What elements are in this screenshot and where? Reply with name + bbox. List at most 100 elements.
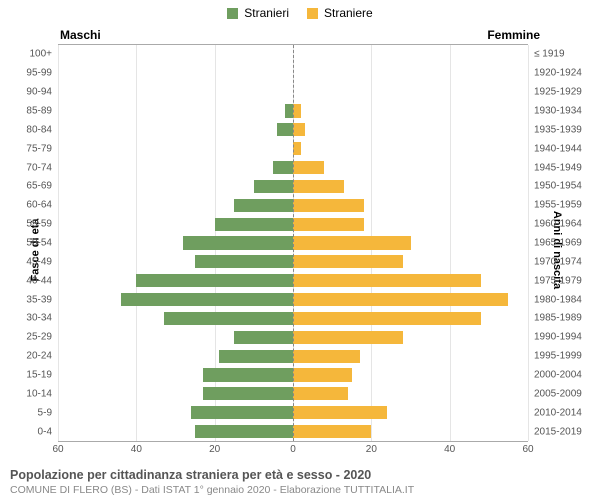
plot-area: 100+≤ 191995-991920-192490-941925-192985… (58, 44, 528, 442)
birth-year-label: 1965-1969 (534, 238, 582, 249)
male-half (58, 271, 293, 290)
male-half (58, 328, 293, 347)
male-half (58, 83, 293, 102)
birth-year-label: 1945-1949 (534, 162, 582, 173)
birth-year-label: 1930-1934 (534, 106, 582, 117)
birth-year-label: 1925-1929 (534, 87, 582, 98)
bar-male (285, 104, 293, 117)
header-female: Femmine (487, 28, 540, 42)
bar-male (183, 236, 293, 249)
bar-female (293, 331, 403, 344)
female-half (293, 45, 528, 64)
bar-female (293, 180, 344, 193)
female-half (293, 120, 528, 139)
male-half (58, 366, 293, 385)
x-tick: 60 (52, 444, 63, 455)
bar-female (293, 406, 387, 419)
bar-male (203, 368, 293, 381)
male-half (58, 196, 293, 215)
birth-year-label: 1940-1944 (534, 143, 582, 154)
male-half (58, 120, 293, 139)
female-half (293, 196, 528, 215)
birth-year-label: 2000-2004 (534, 370, 582, 381)
male-half (58, 422, 293, 441)
male-half (58, 384, 293, 403)
header-male: Maschi (60, 28, 101, 42)
age-label: 60-64 (26, 200, 52, 211)
bar-female (293, 142, 301, 155)
legend-label-male: Stranieri (244, 6, 289, 20)
age-label: 5-9 (38, 407, 52, 418)
male-half (58, 234, 293, 253)
age-label: 10-14 (26, 388, 52, 399)
female-half (293, 366, 528, 385)
age-label: 20-24 (26, 351, 52, 362)
legend-item-female: Straniere (307, 6, 373, 20)
bar-male (215, 218, 293, 231)
bar-female (293, 293, 508, 306)
bar-male (136, 274, 293, 287)
birth-year-label: 2005-2009 (534, 388, 582, 399)
x-tick: 20 (209, 444, 220, 455)
bar-female (293, 199, 364, 212)
birth-year-label: 1935-1939 (534, 124, 582, 135)
x-tick: 40 (444, 444, 455, 455)
legend-item-male: Stranieri (227, 6, 289, 20)
age-label: 45-49 (26, 256, 52, 267)
age-label: 55-59 (26, 219, 52, 230)
gridline (528, 45, 529, 441)
x-tick: 0 (290, 444, 296, 455)
bar-female (293, 274, 481, 287)
bar-female (293, 368, 352, 381)
male-half (58, 45, 293, 64)
swatch-female (307, 8, 318, 19)
age-label: 0-4 (38, 426, 52, 437)
female-half (293, 64, 528, 83)
male-half (58, 403, 293, 422)
bar-male (195, 425, 293, 438)
female-half (293, 422, 528, 441)
female-half (293, 102, 528, 121)
bar-female (293, 236, 411, 249)
bar-female (293, 104, 301, 117)
swatch-male (227, 8, 238, 19)
age-label: 25-29 (26, 332, 52, 343)
female-half (293, 177, 528, 196)
age-label: 70-74 (26, 162, 52, 173)
bar-male (254, 180, 293, 193)
age-label: 90-94 (26, 87, 52, 98)
male-half (58, 102, 293, 121)
bar-male (277, 123, 293, 136)
bar-male (203, 387, 293, 400)
female-half (293, 215, 528, 234)
bar-male (219, 350, 293, 363)
birth-year-label: 1950-1954 (534, 181, 582, 192)
birth-year-label: 2010-2014 (534, 407, 582, 418)
bar-female (293, 350, 360, 363)
female-half (293, 347, 528, 366)
female-half (293, 234, 528, 253)
female-half (293, 403, 528, 422)
age-label: 15-19 (26, 370, 52, 381)
age-label: 95-99 (26, 68, 52, 79)
column-headers: Maschi Femmine (60, 28, 540, 42)
x-tick: 60 (522, 444, 533, 455)
bar-female (293, 218, 364, 231)
male-half (58, 177, 293, 196)
age-label: 80-84 (26, 124, 52, 135)
male-half (58, 158, 293, 177)
birth-year-label: 1920-1924 (534, 68, 582, 79)
bar-male (164, 312, 293, 325)
female-half (293, 252, 528, 271)
birth-year-label: 1960-1964 (534, 219, 582, 230)
age-label: 100+ (29, 49, 52, 60)
female-half (293, 328, 528, 347)
age-label: 85-89 (26, 106, 52, 117)
male-half (58, 64, 293, 83)
chart-title: Popolazione per cittadinanza straniera p… (10, 468, 414, 482)
bar-female (293, 255, 403, 268)
female-half (293, 290, 528, 309)
male-half (58, 139, 293, 158)
legend-label-female: Straniere (324, 6, 373, 20)
bar-male (121, 293, 293, 306)
